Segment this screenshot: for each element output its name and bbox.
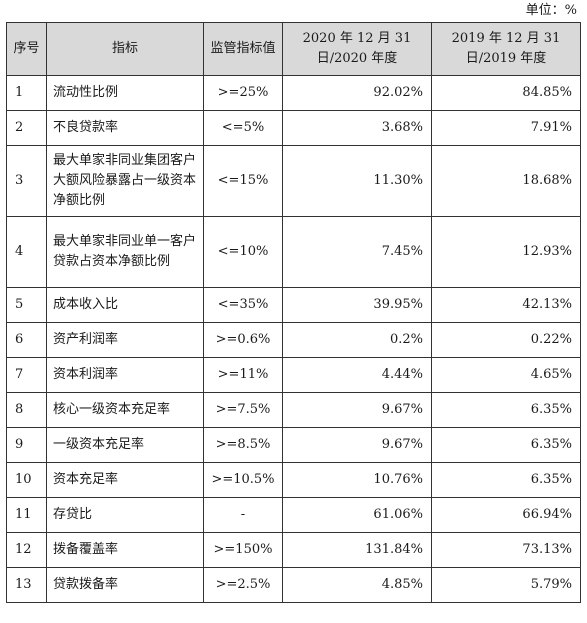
row-indicator: 成本收入比 bbox=[46, 287, 204, 323]
row-standard: <=15% bbox=[203, 145, 283, 217]
unit-label: 单位：% bbox=[525, 3, 577, 18]
row-index: 10 bbox=[6, 462, 47, 498]
row-indicator: 贷款拨备率 bbox=[46, 567, 204, 603]
row-value-2019: 84.85% bbox=[431, 75, 581, 111]
row-index: 13 bbox=[6, 567, 47, 603]
row-value-2019: 7.91% bbox=[431, 110, 581, 146]
row-value-2020: 10.76% bbox=[282, 462, 432, 498]
row-standard: - bbox=[203, 497, 283, 533]
row-standard: >=25% bbox=[203, 75, 283, 111]
table-row: 5 成本收入比 <=35% 39.95% 42.13% bbox=[6, 287, 581, 323]
row-index: 4 bbox=[6, 216, 47, 288]
table-row: 1 流动性比例 >=25% 92.02% 84.85% bbox=[6, 75, 581, 111]
table-header-row: 序号 指标 监管指标值 2020 年 12 月 31 日/2020 年度 201… bbox=[6, 22, 581, 76]
row-index: 2 bbox=[6, 110, 47, 146]
row-standard: >=8.5% bbox=[203, 427, 283, 463]
row-value-2019: 6.35% bbox=[431, 392, 581, 428]
row-value-2019: 0.22% bbox=[431, 322, 581, 358]
table-row: 4 最大单家非同业单一客户贷款占资本净额比例 <=10% 7.45% 12.93… bbox=[6, 216, 581, 288]
table-row: 13 贷款拨备率 >=2.5% 4.85% 5.79% bbox=[6, 567, 581, 603]
row-value-2020: 7.45% bbox=[282, 216, 432, 288]
row-value-2020: 11.30% bbox=[282, 145, 432, 217]
row-value-2019: 66.94% bbox=[431, 497, 581, 533]
row-value-2020: 9.67% bbox=[282, 392, 432, 428]
row-value-2019: 42.13% bbox=[431, 287, 581, 323]
row-value-2020: 9.67% bbox=[282, 427, 432, 463]
row-value-2019: 73.13% bbox=[431, 532, 581, 568]
header-indicator: 指标 bbox=[46, 22, 204, 76]
row-index: 9 bbox=[6, 427, 47, 463]
row-index: 6 bbox=[6, 322, 47, 358]
row-standard: >=150% bbox=[203, 532, 283, 568]
table-row: 6 资产利润率 >=0.6% 0.2% 0.22% bbox=[6, 322, 581, 358]
row-value-2019: 12.93% bbox=[431, 216, 581, 288]
row-indicator: 最大单家非同业单一客户贷款占资本净额比例 bbox=[46, 216, 204, 288]
row-index: 3 bbox=[6, 145, 47, 217]
row-value-2019: 5.79% bbox=[431, 567, 581, 603]
header-2019: 2019 年 12 月 31 日/2019 年度 bbox=[431, 22, 581, 76]
table-row: 7 资本利润率 >=11% 4.44% 4.65% bbox=[6, 357, 581, 393]
row-indicator: 拨备覆盖率 bbox=[46, 532, 204, 568]
row-value-2019: 6.35% bbox=[431, 427, 581, 463]
row-indicator: 资产利润率 bbox=[46, 322, 204, 358]
row-indicator: 一级资本充足率 bbox=[46, 427, 204, 463]
table-row: 9 一级资本充足率 >=8.5% 9.67% 6.35% bbox=[6, 427, 581, 463]
header-index: 序号 bbox=[6, 22, 47, 76]
row-standard: >=2.5% bbox=[203, 567, 283, 603]
table-row: 10 资本充足率 >=10.5% 10.76% 6.35% bbox=[6, 462, 581, 498]
regulatory-indicators-table: 序号 指标 监管指标值 2020 年 12 月 31 日/2020 年度 201… bbox=[6, 22, 581, 603]
row-standard: >=0.6% bbox=[203, 322, 283, 358]
row-value-2020: 131.84% bbox=[282, 532, 432, 568]
row-index: 11 bbox=[6, 497, 47, 533]
row-value-2020: 0.2% bbox=[282, 322, 432, 358]
row-value-2020: 39.95% bbox=[282, 287, 432, 323]
row-value-2019: 6.35% bbox=[431, 462, 581, 498]
row-indicator: 流动性比例 bbox=[46, 75, 204, 111]
table-row: 3 最大单家非同业集团客户大额风险暴露占一级资本净额比例 <=15% 11.30… bbox=[6, 145, 581, 217]
row-value-2019: 18.68% bbox=[431, 145, 581, 217]
row-standard: <=10% bbox=[203, 216, 283, 288]
table-row: 8 核心一级资本充足率 >=7.5% 9.67% 6.35% bbox=[6, 392, 581, 428]
row-standard: <=35% bbox=[203, 287, 283, 323]
row-index: 7 bbox=[6, 357, 47, 393]
table-row: 12 拨备覆盖率 >=150% 131.84% 73.13% bbox=[6, 532, 581, 568]
row-value-2019: 4.65% bbox=[431, 357, 581, 393]
row-value-2020: 4.44% bbox=[282, 357, 432, 393]
row-standard: >=7.5% bbox=[203, 392, 283, 428]
row-standard: >=10.5% bbox=[203, 462, 283, 498]
row-indicator: 核心一级资本充足率 bbox=[46, 392, 204, 428]
row-indicator: 资本充足率 bbox=[46, 462, 204, 498]
row-index: 8 bbox=[6, 392, 47, 428]
table-row: 11 存贷比 - 61.06% 66.94% bbox=[6, 497, 581, 533]
row-standard: >=11% bbox=[203, 357, 283, 393]
row-index: 12 bbox=[6, 532, 47, 568]
row-index: 1 bbox=[6, 75, 47, 111]
row-index: 5 bbox=[6, 287, 47, 323]
row-indicator: 最大单家非同业集团客户大额风险暴露占一级资本净额比例 bbox=[46, 145, 204, 217]
row-value-2020: 4.85% bbox=[282, 567, 432, 603]
row-indicator: 不良贷款率 bbox=[46, 110, 204, 146]
row-value-2020: 61.06% bbox=[282, 497, 432, 533]
row-value-2020: 92.02% bbox=[282, 75, 432, 111]
row-indicator: 资本利润率 bbox=[46, 357, 204, 393]
header-2020: 2020 年 12 月 31 日/2020 年度 bbox=[282, 22, 432, 76]
header-standard: 监管指标值 bbox=[203, 22, 283, 76]
row-value-2020: 3.68% bbox=[282, 110, 432, 146]
table-row: 2 不良贷款率 <=5% 3.68% 7.91% bbox=[6, 110, 581, 146]
row-standard: <=5% bbox=[203, 110, 283, 146]
row-indicator: 存贷比 bbox=[46, 497, 204, 533]
